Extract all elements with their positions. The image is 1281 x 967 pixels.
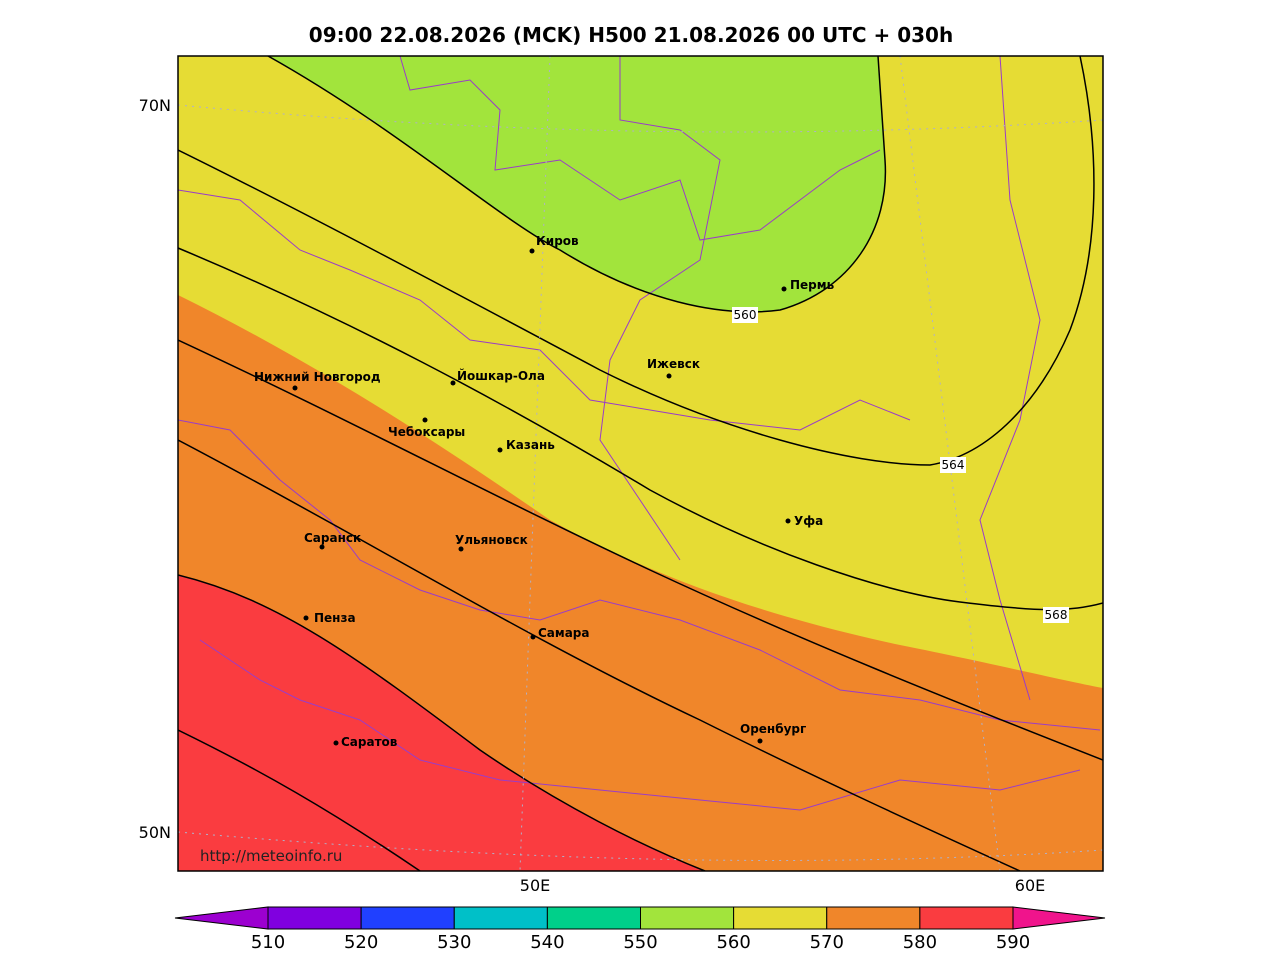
colorbar: 510 520 530 540 550 560 570 580 590 (174, 906, 1106, 953)
cities: Киров Пермь Ижевск Йошкар-Ола Нижний Новгоро… (254, 234, 835, 749)
city-dot (666, 373, 672, 379)
colorbar-segment (733, 906, 828, 930)
city-label: Пенза (314, 611, 356, 625)
city-label: Ижевск (647, 357, 700, 371)
lon-label: 60E (1015, 876, 1045, 895)
city-dot (333, 740, 339, 746)
colorbar-tick-label: 560 (716, 932, 750, 953)
city-label: Саратов (341, 735, 398, 749)
city-label: Саранск (304, 531, 361, 545)
city-label: Йошкар-Ола (457, 368, 545, 383)
colorbar-segment (546, 906, 641, 930)
colorbar-segment (453, 906, 548, 930)
lat-label: 70N (139, 96, 171, 115)
contour-labels: 560 564 568 (732, 307, 1069, 623)
borders (178, 56, 1101, 811)
colorbar-segment (267, 906, 362, 930)
contour-label-bg (732, 307, 758, 323)
city-label: Казань (506, 438, 555, 452)
contour-label: 560 (734, 308, 757, 322)
lon-label: 50E (520, 876, 550, 895)
colorbar-arrow-low (174, 906, 269, 930)
city-dot (781, 286, 787, 292)
lat-label: 50N (139, 823, 171, 842)
contour-label-bg (1043, 607, 1069, 623)
city-dot (450, 380, 456, 386)
city-dot (319, 544, 325, 550)
credit: http://meteoinfo.ru (200, 847, 342, 865)
colorbar-tick-label: 550 (623, 932, 657, 953)
city-dot (529, 248, 535, 254)
colorbar-segment (640, 906, 735, 930)
city-dot (785, 518, 791, 524)
city-dot (497, 447, 503, 453)
colorbar-tick-label: 570 (810, 932, 844, 953)
colorbar-arrow-high (1012, 906, 1106, 930)
city-label: Уфа (794, 514, 823, 528)
colorbar-tick-label: 510 (251, 932, 285, 953)
city-dot (458, 546, 464, 552)
colorbar-tick-label: 540 (530, 932, 564, 953)
contour-label: 568 (1045, 608, 1068, 622)
band-550-560 (268, 56, 886, 312)
band-580-590 (178, 575, 705, 871)
colorbar-tick-label: 530 (437, 932, 471, 953)
city-label: Оренбург (740, 722, 806, 736)
map-frame (177, 55, 1104, 872)
city-dot (530, 634, 536, 640)
graticule (178, 56, 1103, 871)
city-dot (757, 738, 763, 744)
contours (178, 56, 1103, 871)
colorbar-segment (360, 906, 455, 930)
city-label: Нижний Новгород (254, 370, 381, 384)
city-label: Самара (538, 626, 590, 640)
colorbar-segment (919, 906, 1014, 930)
city-label: Пермь (790, 278, 835, 292)
city-label: Киров (536, 234, 579, 248)
colorbar-tick-label: 520 (344, 932, 378, 953)
city-dot (292, 385, 298, 391)
contour-label: 564 (942, 458, 965, 472)
colorbar-tick-label: 590 (996, 932, 1030, 953)
city-label: Чебоксары (388, 425, 465, 439)
colorbar-segment (826, 906, 921, 930)
city-label: Ульяновск (455, 533, 528, 547)
map-title: 09:00 22.08.2026 (MCK) H500 21.08.2026 0… (309, 23, 953, 47)
colorbar-tick-label: 580 (903, 932, 937, 953)
contour-label-bg (940, 457, 966, 473)
city-dot (422, 417, 428, 423)
city-dot (303, 615, 309, 621)
